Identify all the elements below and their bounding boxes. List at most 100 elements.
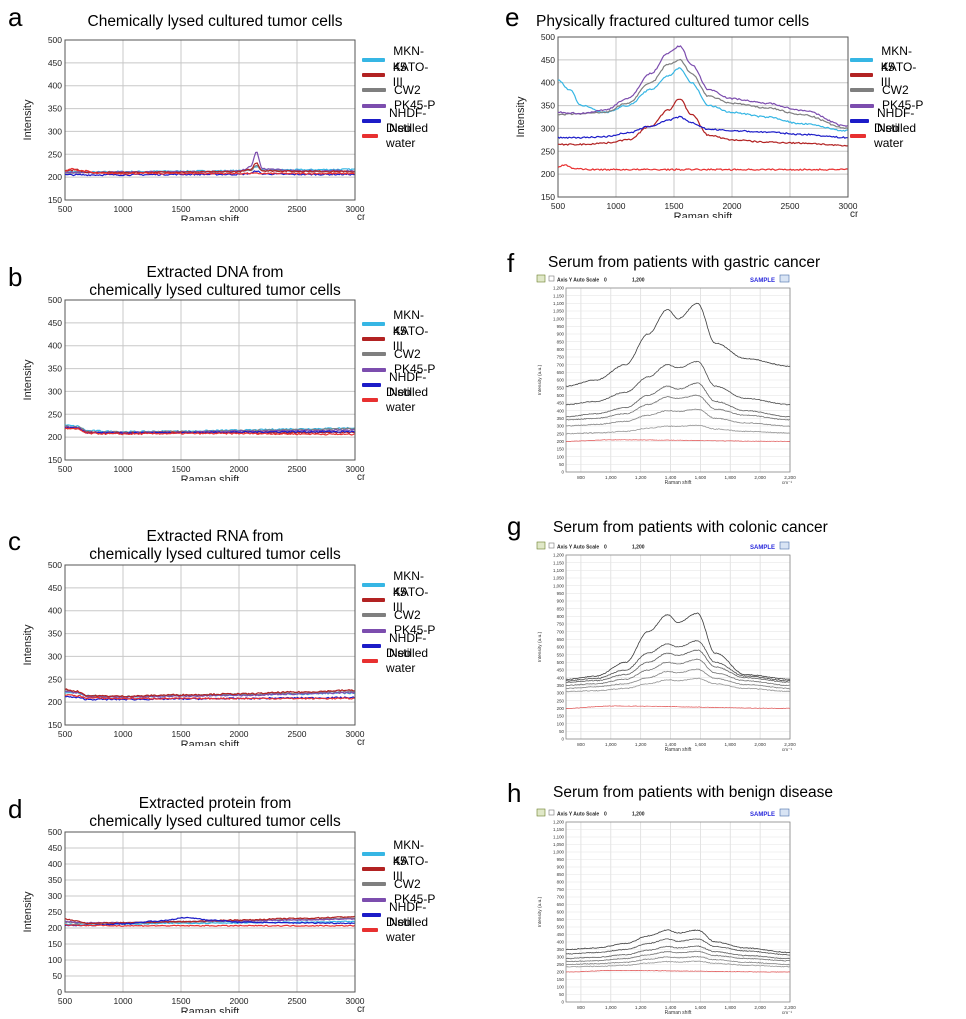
legend-label: NHDF-Neo (389, 630, 427, 660)
spectrum-line (565, 424, 791, 435)
legend-item: CW2 (362, 347, 436, 362)
spectrum-line (565, 408, 791, 427)
reference-spectrum (565, 969, 791, 973)
y-tick-label: 1,100 (553, 568, 565, 573)
x-tick-label: 2,200 (784, 475, 796, 480)
y-tick-label: 350 (557, 683, 565, 688)
x-tick-label: 2,200 (784, 1005, 796, 1010)
x-tick-label: 1,600 (695, 742, 707, 747)
y-tick-label: 350 (48, 875, 62, 885)
y-tick-label: 1,000 (553, 583, 565, 588)
y-tick-label: 350 (48, 104, 62, 114)
y-axis-label: Intensity (22, 359, 34, 400)
y-axis-label: Intensity (a.u.) (537, 631, 543, 662)
y-tick-label: 500 (48, 828, 62, 837)
legend-item: KATO-III (362, 60, 436, 89)
y-tick-label: 400 (557, 940, 565, 945)
x-tick-label: 500 (58, 996, 72, 1006)
y-tick-label: 50 (559, 992, 564, 997)
x-tick-label: 2000 (230, 729, 249, 739)
legend-item: NHDF-Neo (362, 370, 436, 399)
axis-auto-checkbox (548, 275, 555, 282)
spectrum-line (566, 938, 791, 956)
legend-item: KATO-III (362, 324, 436, 353)
toolbar-strip (536, 274, 800, 284)
toolbar-to-value: 1,200 (632, 545, 645, 551)
legend-label: Distilled water (386, 914, 429, 945)
chart-d: 500 1000 1500 2000 2500 3000 0 50 100 150 200 250 30… (22, 828, 365, 1013)
y-tick-label: 1,050 (553, 842, 565, 847)
panel-title: Serum from patients with gastric cancer (548, 254, 821, 271)
x-axis-unit: cm⁻¹ (850, 209, 858, 218)
series-line-kato-iii (64, 688, 355, 698)
y-tick-label: 900 (557, 599, 565, 604)
legend-item: CW2 (362, 877, 436, 892)
plot-frame (565, 287, 791, 473)
x-tick-label: 2000 (230, 996, 249, 1006)
x-tick-label: 1000 (114, 729, 133, 739)
y-tick-label: 250 (48, 907, 62, 917)
y-tick-label: 1,100 (553, 301, 565, 306)
y-tick-label: 500 (541, 33, 555, 42)
y-tick-label: 100 (557, 985, 565, 990)
y-tick-label: 550 (557, 385, 565, 390)
y-tick-label: 900 (557, 865, 565, 870)
series-line-kato-iii (557, 98, 848, 147)
y-tick-label: 450 (48, 583, 62, 593)
x-tick-label: 2,000 (754, 1005, 766, 1010)
legend-label: MKN-45 (393, 838, 424, 868)
y-tick-label: 100 (48, 955, 62, 965)
spectrum-line (565, 955, 791, 966)
x-axis-label: Raman shift (665, 480, 692, 486)
toolbar-from-value: 0 (604, 812, 607, 818)
y-tick-label: 550 (557, 652, 565, 657)
x-axis-unit: cm⁻¹ (357, 1004, 365, 1013)
legend-swatch (850, 57, 874, 62)
series-line-nhdf-neo (64, 426, 355, 435)
legend-item: CW2 (362, 83, 436, 98)
x-tick-label: 1500 (172, 729, 191, 739)
toolbar-sample-label: SAMPLE (750, 278, 775, 284)
y-tick-label: 650 (557, 902, 565, 907)
y-tick-label: 250 (48, 674, 62, 684)
legend-label: CW2 (394, 346, 421, 361)
y-tick-label: 850 (557, 606, 565, 611)
spectrum-line (565, 658, 791, 686)
y-tick-label: 500 (557, 393, 565, 398)
y-tick-label: 800 (557, 880, 565, 885)
legend-d: MKN-45 KATO-III CW2 PK45-P NHDF-Neo Distilled… (362, 838, 436, 944)
plot-frame (565, 821, 791, 1003)
x-tick-label: 800 (577, 475, 585, 480)
legend-swatch (362, 88, 386, 93)
y-tick-label: 950 (557, 324, 565, 329)
legend-swatch (362, 613, 386, 618)
legend-swatch (362, 118, 382, 123)
chart-e: 500 1000 1500 2000 2500 3000 150 200 250 300 350 40… (515, 33, 858, 218)
chart-f: Axis Y Auto Scale 0 1,200 SAMPLE 800 1,000 1,2… (536, 274, 800, 486)
x-tick-label: 1,000 (605, 475, 617, 480)
y-tick-label: 900 (557, 332, 565, 337)
legend-swatch (362, 321, 386, 326)
panel-title-line-2: chemically lysed cultured tumor cells (89, 282, 341, 299)
y-tick-label: 0 (57, 987, 62, 997)
toolbar-help-icon (779, 541, 790, 550)
y-tick-label: 150 (557, 977, 565, 982)
y-tick-label: 1,050 (553, 309, 565, 314)
spectrum-line (565, 640, 791, 682)
x-axis-unit: cm⁻¹ (782, 747, 793, 752)
x-tick-label: 2,000 (754, 475, 766, 480)
y-tick-label: 250 (557, 698, 565, 703)
x-tick-label: 800 (577, 742, 585, 747)
y-tick-label: 450 (48, 58, 62, 68)
series-line-nhdf-neo (64, 916, 355, 927)
x-tick-label: 1,200 (635, 475, 647, 480)
spectrum-line (565, 929, 791, 954)
y-axis-label: Intensity (22, 891, 34, 932)
x-axis-unit: cm⁻¹ (357, 472, 365, 481)
x-tick-label: 1000 (114, 464, 133, 474)
x-tick-label: 1000 (114, 996, 133, 1006)
legend-swatch (362, 103, 386, 108)
legend-item: MKN-45 (362, 44, 436, 74)
panel-letter: h (507, 778, 522, 808)
y-tick-label: 750 (557, 887, 565, 892)
